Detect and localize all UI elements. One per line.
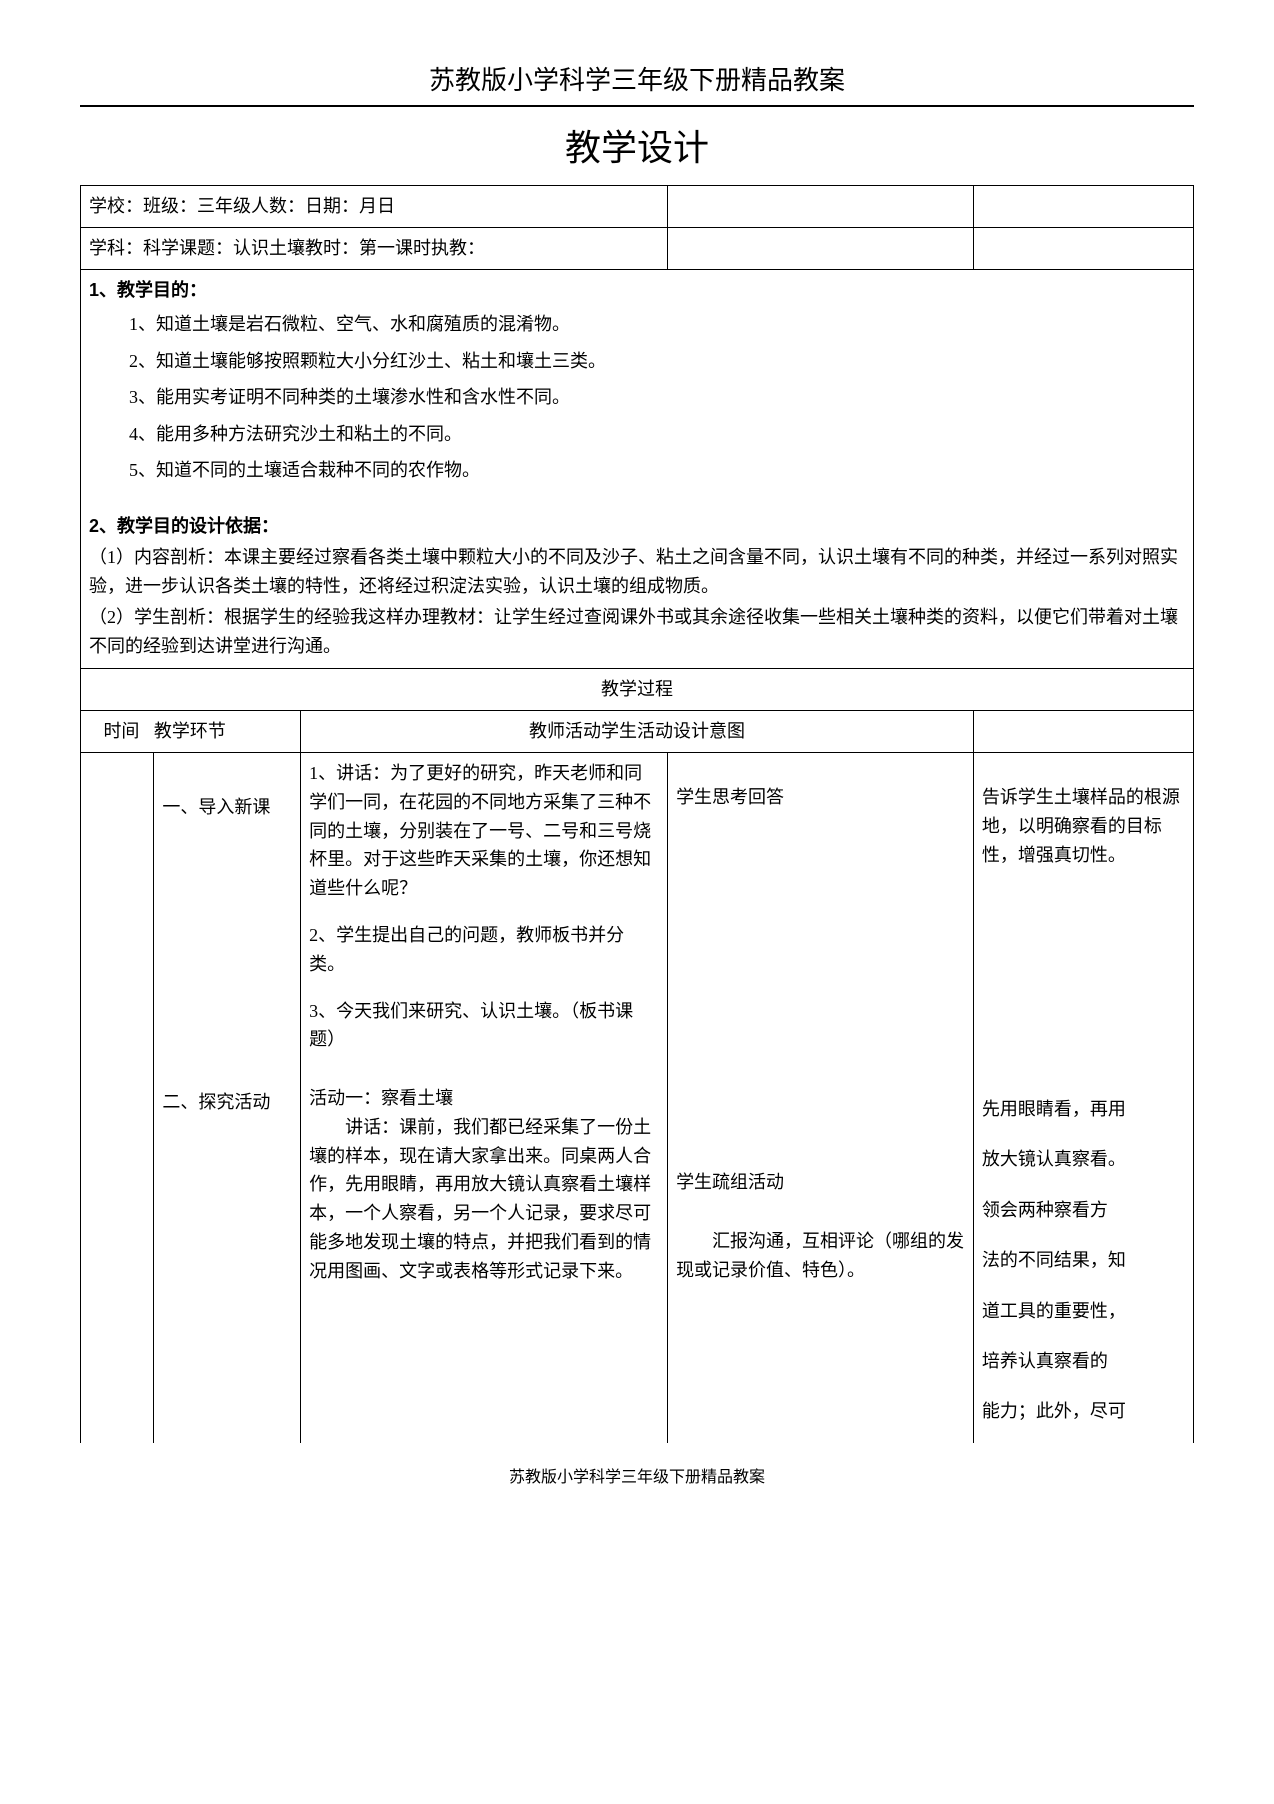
phase-cell-1: 一、导入新课 [154, 752, 301, 1078]
intent-header [973, 711, 1193, 753]
info-blank-1b [973, 186, 1193, 228]
basis-row: 2、教学目的设计依据： （1）内容剖析：本课主要经过察看各类土壤中颗粒大小的不同… [81, 496, 1194, 668]
time-header: 时间 [81, 711, 154, 753]
intent-line: 先用眼睛看，再用 [982, 1084, 1185, 1134]
info-row-2: 学科：科学课题：认识土壤教时：第一课时执教： [81, 227, 1194, 269]
student-cell-2: 学生疏组活动 汇报沟通，互相评论（哪组的发现或记录价值、特色）。 [668, 1078, 974, 1443]
proc-title-cell: 教学过程 [81, 669, 1194, 711]
intent-line: 道工具的重要性， [982, 1286, 1185, 1336]
teacher-p2: 2、学生提出自己的问题，教师板书并分类。 [309, 921, 659, 979]
proc-title-row: 教学过程 [81, 669, 1194, 711]
basis-p1: （1）内容剖析：本课主要经过察看各类土壤中颗粒大小的不同及沙子、粘土之间含量不同… [89, 543, 1185, 601]
page-footer: 苏教版小学科学三年级下册精品教案 [80, 1463, 1194, 1487]
intent-cell-1: 告诉学生土壤样品的根源地，以明确察看的目标性，增强真切性。 [973, 752, 1193, 1078]
info-row-1: 学校：班级：三年级人数：日期：月日 [81, 186, 1194, 228]
objectives-list: 1、知道土壤是岩石微粒、空气、水和腐殖质的混淆物。 2、知道土壤能够按照颗粒大小… [89, 308, 1185, 486]
info-cell-2: 学科：科学课题：认识土壤教时：第一课时执教： [81, 227, 668, 269]
objectives-cell: 1、教学目的： 1、知道土壤是岩石微粒、空气、水和腐殖质的混淆物。 2、知道土壤… [81, 269, 1194, 496]
student-cell-1: 学生思考回答 [668, 752, 974, 1078]
student-p2: 汇报沟通，互相评论（哪组的发现或记录价值、特色）。 [676, 1227, 965, 1285]
teacher-cell-2: 活动一：察看土壤 讲话：课前，我们都已经采集了一份土壤的样本，现在请大家拿出来。… [301, 1078, 668, 1443]
page-header: 苏教版小学科学三年级下册精品教案 [80, 60, 1194, 105]
intent-line: 法的不同结果，知 [982, 1235, 1185, 1285]
objective-item: 1、知道土壤是岩石微粒、空气、水和腐殖质的混淆物。 [129, 308, 1185, 340]
basis-p2: （2）学生剖析：根据学生的经验我这样办理教材：让学生经过查阅课外书或其余途径收集… [89, 603, 1185, 661]
student-p1: 学生疏组活动 [676, 1168, 965, 1197]
basis-cell: 2、教学目的设计依据： （1）内容剖析：本课主要经过察看各类土壤中颗粒大小的不同… [81, 496, 1194, 668]
objective-item: 5、知道不同的土壤适合栽种不同的农作物。 [129, 454, 1185, 486]
teacher-cell-1: 1、讲话：为了更好的研究，昨天老师和同学们一同，在花园的不同地方采集了三种不同的… [301, 752, 668, 1078]
phase-header: 教学环节 [154, 711, 301, 753]
info-blank-2a [668, 227, 974, 269]
intent-line: 领会两种察看方 [982, 1185, 1185, 1235]
combined-header: 教师活动学生活动设计意图 [301, 711, 974, 753]
objective-item: 4、能用多种方法研究沙土和粘土的不同。 [129, 418, 1185, 450]
info-cell-1: 学校：班级：三年级人数：日期：月日 [81, 186, 668, 228]
intent-line: 培养认真察看的 [982, 1336, 1185, 1386]
activity-title: 活动一：察看土壤 [309, 1084, 659, 1113]
intent-cell-2: 先用眼睛看，再用 放大镜认真察看。 领会两种察看方 法的不同结果，知 道工具的重… [973, 1078, 1193, 1443]
proc-header-row: 时间 教学环节 教师活动学生活动设计意图 [81, 711, 1194, 753]
info-blank-1a [668, 186, 974, 228]
proc-row-1: 一、导入新课 1、讲话：为了更好的研究，昨天老师和同学们一同，在花园的不同地方采… [81, 752, 1194, 1078]
time-cell [81, 752, 154, 1442]
objective-item: 3、能用实考证明不同种类的土壤渗水性和含水性不同。 [129, 381, 1185, 413]
basis-heading: 2、教学目的设计依据： [89, 512, 1185, 541]
phase-cell-2: 二、探究活动 [154, 1078, 301, 1443]
proc-row-2: 二、探究活动 活动一：察看土壤 讲话：课前，我们都已经采集了一份土壤的样本，现在… [81, 1078, 1194, 1443]
info-blank-2b [973, 227, 1193, 269]
main-title: 教学设计 [80, 119, 1194, 171]
teacher-p3: 3、今天我们来研究、认识土壤。（板书课题） [309, 997, 659, 1055]
lesson-plan-table: 学校：班级：三年级人数：日期：月日 学科：科学课题：认识土壤教时：第一课时执教：… [80, 185, 1194, 1443]
header-rule [80, 105, 1194, 107]
objectives-heading: 1、教学目的： [89, 276, 1185, 305]
objectives-row: 1、教学目的： 1、知道土壤是岩石微粒、空气、水和腐殖质的混淆物。 2、知道土壤… [81, 269, 1194, 496]
teacher-p1: 1、讲话：为了更好的研究，昨天老师和同学们一同，在花园的不同地方采集了三种不同的… [309, 759, 659, 903]
intent-line: 能力；此外，尽可 [982, 1386, 1185, 1436]
activity-body: 讲话：课前，我们都已经采集了一份土壤的样本，现在请大家拿出来。同桌两人合作，先用… [309, 1113, 659, 1286]
objective-item: 2、知道土壤能够按照颗粒大小分红沙土、粘土和壤土三类。 [129, 345, 1185, 377]
intent-line: 放大镜认真察看。 [982, 1134, 1185, 1184]
